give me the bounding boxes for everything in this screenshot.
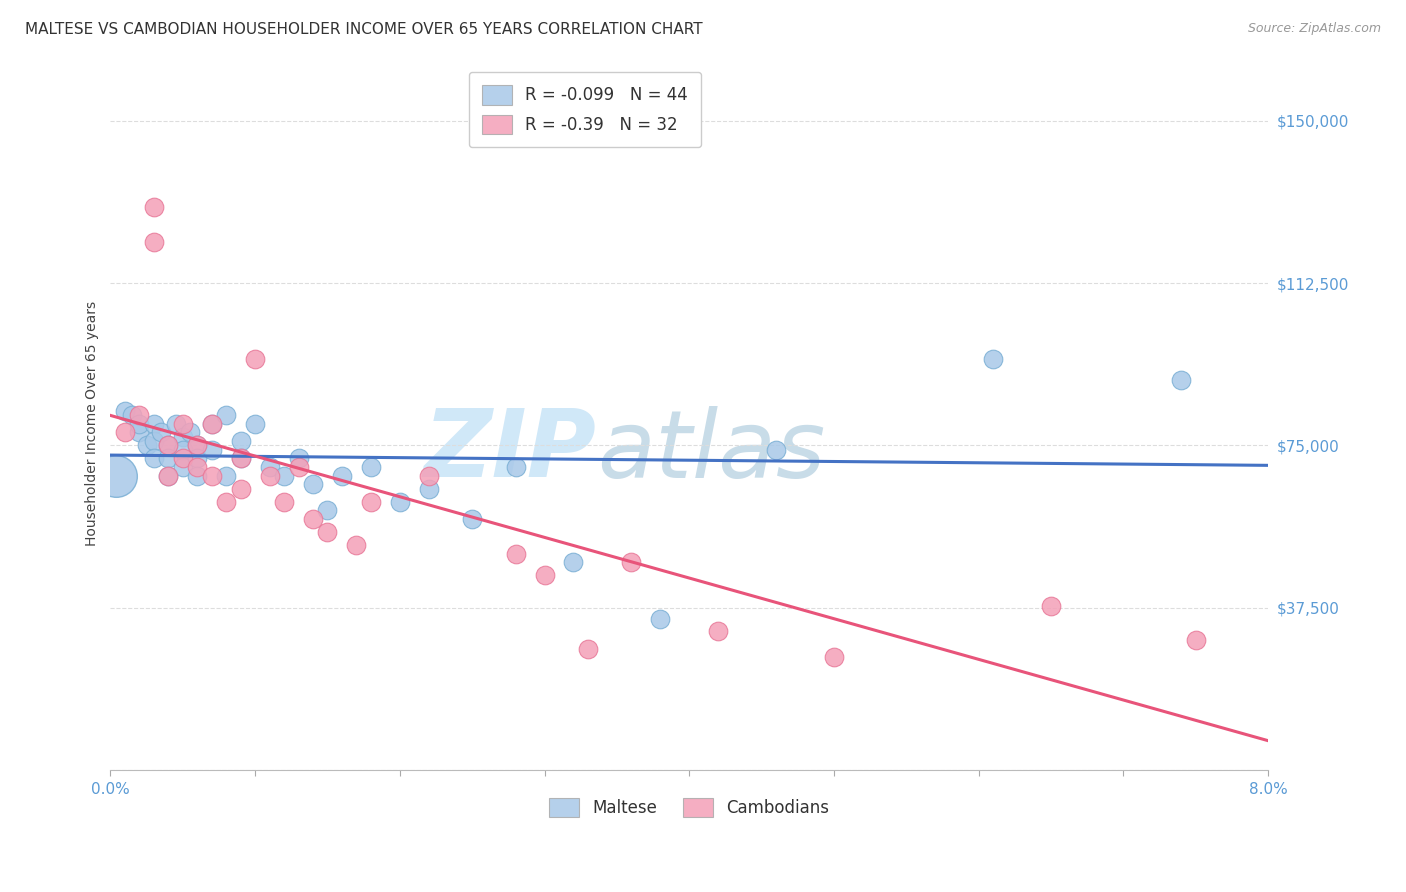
Point <box>142 417 165 431</box>
Point <box>287 460 309 475</box>
Point <box>172 442 194 457</box>
Point <box>273 494 295 508</box>
Point <box>418 482 440 496</box>
Point <box>316 503 339 517</box>
Point <box>114 425 136 440</box>
Point <box>346 538 368 552</box>
Point <box>186 438 208 452</box>
Point <box>576 641 599 656</box>
Point <box>229 482 252 496</box>
Text: ZIP: ZIP <box>423 406 596 498</box>
Point <box>418 468 440 483</box>
Point <box>360 460 382 475</box>
Point <box>1184 633 1206 648</box>
Point <box>215 494 238 508</box>
Point <box>533 568 555 582</box>
Point <box>186 438 208 452</box>
Point <box>165 417 187 431</box>
Point <box>157 438 180 452</box>
Point <box>360 494 382 508</box>
Point <box>150 425 173 440</box>
Point <box>562 555 585 569</box>
Point <box>186 468 208 483</box>
Point <box>105 468 128 483</box>
Point <box>302 512 325 526</box>
Point <box>172 430 194 444</box>
Point <box>215 408 238 422</box>
Point <box>201 417 224 431</box>
Point <box>461 512 484 526</box>
Point <box>330 468 353 483</box>
Text: Source: ZipAtlas.com: Source: ZipAtlas.com <box>1247 22 1381 36</box>
Point <box>388 494 411 508</box>
Point <box>650 611 672 625</box>
Point <box>157 468 180 483</box>
Point <box>114 403 136 417</box>
Point <box>1040 599 1063 613</box>
Point <box>981 351 1004 366</box>
Point <box>505 460 527 475</box>
Point <box>620 555 643 569</box>
Point <box>243 351 266 366</box>
Point <box>229 451 252 466</box>
Point <box>316 524 339 539</box>
Point <box>273 468 295 483</box>
Legend: Maltese, Cambodians: Maltese, Cambodians <box>543 791 835 824</box>
Point <box>201 442 224 457</box>
Point <box>287 451 309 466</box>
Point <box>128 417 150 431</box>
Point <box>172 460 194 475</box>
Point <box>142 434 165 448</box>
Point <box>142 451 165 466</box>
Point <box>765 442 787 457</box>
Point <box>157 438 180 452</box>
Point <box>505 547 527 561</box>
Point <box>172 451 194 466</box>
Text: atlas: atlas <box>596 406 825 497</box>
Point <box>142 200 165 214</box>
Point <box>128 425 150 440</box>
Point <box>302 477 325 491</box>
Y-axis label: Householder Income Over 65 years: Householder Income Over 65 years <box>86 301 100 546</box>
Point <box>186 451 208 466</box>
Text: MALTESE VS CAMBODIAN HOUSEHOLDER INCOME OVER 65 YEARS CORRELATION CHART: MALTESE VS CAMBODIAN HOUSEHOLDER INCOME … <box>25 22 703 37</box>
Point <box>259 468 281 483</box>
Point <box>259 460 281 475</box>
Point <box>121 408 143 422</box>
Point <box>142 235 165 249</box>
Point <box>707 624 730 639</box>
Point <box>128 408 150 422</box>
Point <box>172 417 194 431</box>
Point <box>229 434 252 448</box>
Point <box>823 650 845 665</box>
Point <box>201 468 224 483</box>
Point <box>157 468 180 483</box>
Point <box>1170 373 1192 387</box>
Point <box>179 425 201 440</box>
Point <box>201 417 224 431</box>
Point <box>215 468 238 483</box>
Point <box>135 438 157 452</box>
Point <box>157 451 180 466</box>
Point <box>186 460 208 475</box>
Point <box>229 451 252 466</box>
Point <box>243 417 266 431</box>
